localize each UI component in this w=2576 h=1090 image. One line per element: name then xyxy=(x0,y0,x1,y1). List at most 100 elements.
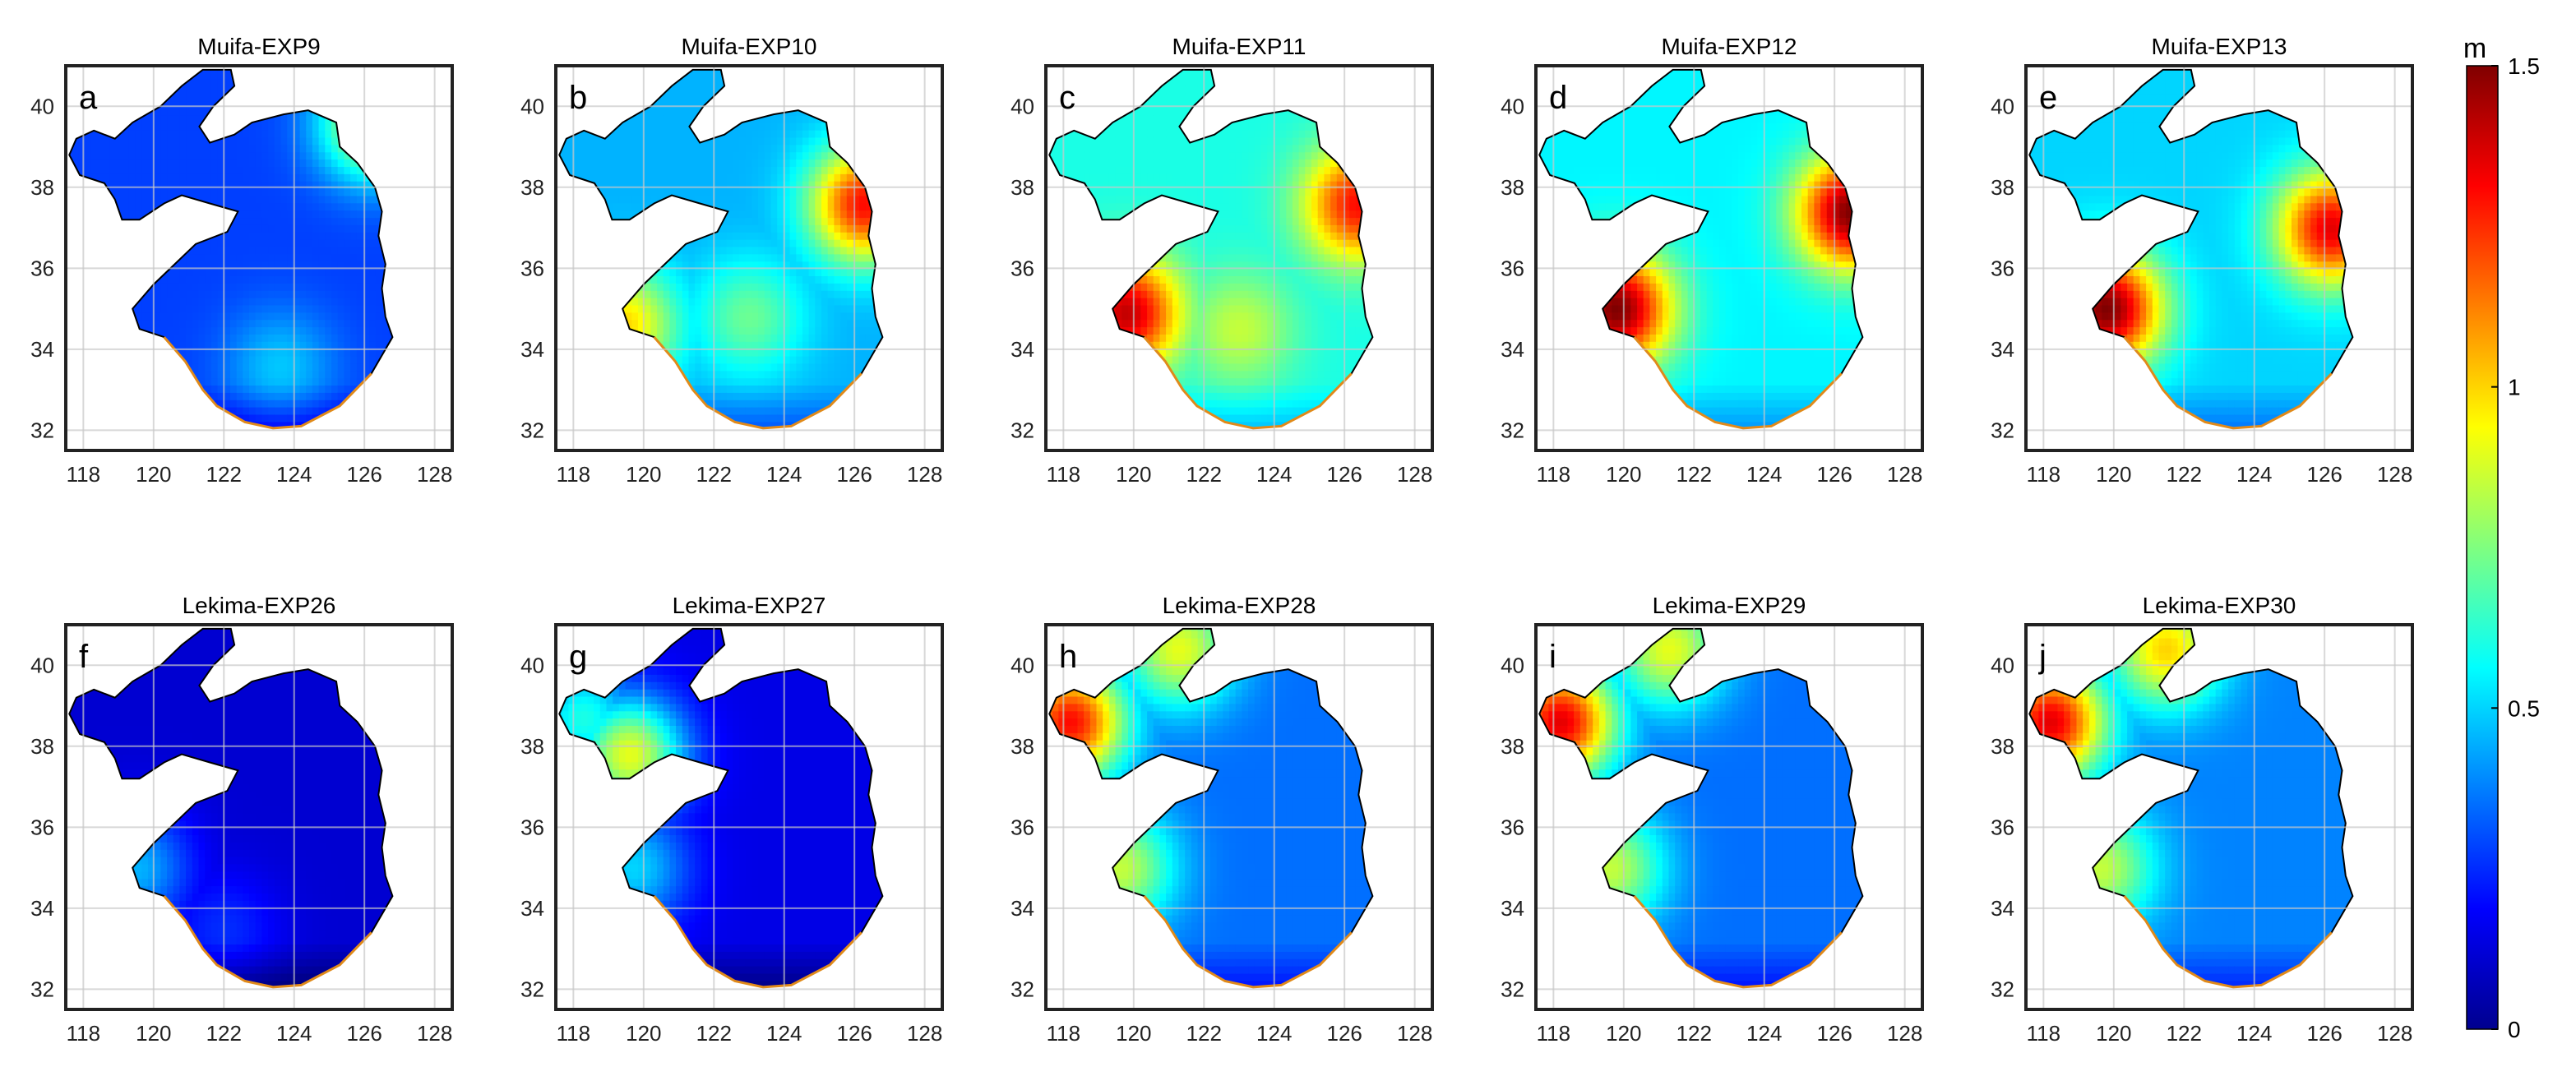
panel-title: Lekima-EXP26 xyxy=(183,593,336,618)
x-tick-label: 124 xyxy=(1256,1021,1292,1046)
x-tick-label: 118 xyxy=(2027,462,2060,487)
y-tick-label: 40 xyxy=(1011,653,1034,677)
colorbar: m 1.5 1 0.5 0 xyxy=(2463,33,2540,1042)
y-tick-label: 34 xyxy=(1501,337,1524,362)
panel-letter: f xyxy=(79,639,89,675)
x-tick-label: 120 xyxy=(136,462,171,487)
panel-title: Lekima-EXP29 xyxy=(1653,593,1806,618)
y-tick-label: 32 xyxy=(520,418,544,442)
grid-lines xyxy=(1536,625,1922,1009)
x-tick-label: 124 xyxy=(276,462,312,487)
x-tick-label: 128 xyxy=(2377,462,2412,487)
y-tick-label: 36 xyxy=(1011,815,1034,839)
y-tick-label: 40 xyxy=(1501,653,1524,677)
x-tick-label: 118 xyxy=(557,1021,590,1046)
y-tick-label: 34 xyxy=(520,896,544,921)
y-tick-label: 34 xyxy=(30,896,54,921)
panel-frame xyxy=(1044,64,1434,452)
x-tick-label: 118 xyxy=(1047,1021,1080,1046)
y-tick-label: 38 xyxy=(1991,175,2014,200)
x-tick-label: 120 xyxy=(626,462,661,487)
y-tick-label: 40 xyxy=(1991,94,2014,118)
x-tick-label: 128 xyxy=(1397,462,1432,487)
panel-letter: e xyxy=(2039,80,2057,116)
x-tick-label: 118 xyxy=(67,1021,100,1046)
panel-title: Lekima-EXP27 xyxy=(673,593,826,618)
y-tick-label: 38 xyxy=(1501,734,1524,759)
y-tick-label: 36 xyxy=(520,815,544,839)
x-tick-label: 126 xyxy=(836,1021,872,1046)
panel-frame xyxy=(1534,64,1924,452)
y-tick-label: 38 xyxy=(1011,734,1034,759)
y-tick-label: 32 xyxy=(1501,418,1524,442)
x-tick-label: 128 xyxy=(907,1021,942,1046)
x-tick-label: 128 xyxy=(907,462,942,487)
open-boundary xyxy=(163,895,372,989)
map-panel-j: 118 120 122 124 126 128 32 34 36 38 40 Lekima-EXP30… xyxy=(1991,593,2414,1046)
panel-frame xyxy=(2024,64,2414,452)
map-panel-e: 118 120 122 124 126 128 32 34 36 38 40 Muifa-EXP13 e xyxy=(1991,34,2414,487)
x-tick-label: 128 xyxy=(2377,1021,2412,1046)
y-tick-label: 34 xyxy=(1011,337,1034,362)
grid-lines xyxy=(2026,66,2412,450)
x-tick-label: 124 xyxy=(2236,462,2272,487)
panel-frame xyxy=(2024,623,2414,1011)
open-boundary xyxy=(653,895,863,989)
x-tick-label: 124 xyxy=(2236,1021,2272,1046)
x-tick-label: 120 xyxy=(2096,462,2131,487)
y-tick-label: 34 xyxy=(520,337,544,362)
x-tick-label: 126 xyxy=(1326,462,1362,487)
x-tick-label: 120 xyxy=(1606,1021,1641,1046)
y-tick-label: 36 xyxy=(30,815,54,839)
map-panel-g: 118 120 122 124 126 128 32 34 36 38 40 Lekima-EXP27… xyxy=(520,593,944,1046)
panel-frame xyxy=(64,64,454,452)
x-tick-label: 126 xyxy=(346,1021,382,1046)
x-tick-label: 122 xyxy=(206,1021,242,1046)
y-tick-label: 40 xyxy=(520,653,544,677)
x-tick-label: 126 xyxy=(836,462,872,487)
map-panel-f: 118 120 122 124 126 128 32 34 36 38 40 Lekima-EXP26… xyxy=(30,593,454,1046)
open-boundary xyxy=(2123,895,2333,989)
x-tick-label: 126 xyxy=(1326,1021,1362,1046)
x-tick-label: 128 xyxy=(1397,1021,1432,1046)
x-tick-label: 118 xyxy=(1537,462,1570,487)
panel-letter: a xyxy=(79,80,98,116)
y-tick-label: 34 xyxy=(1991,896,2014,921)
y-tick-label: 32 xyxy=(1011,418,1034,442)
x-tick-label: 120 xyxy=(1606,462,1641,487)
x-tick-label: 128 xyxy=(1887,462,1922,487)
panel-letter: b xyxy=(569,80,587,116)
panel-title: Muifa-EXP9 xyxy=(197,34,320,59)
panel-letter: i xyxy=(1549,639,1556,675)
map-panel-a: 118 120 122 124 126 128 32 34 36 38 40 Muifa-EXP9 a xyxy=(30,34,454,487)
x-tick-label: 118 xyxy=(2027,1021,2060,1046)
y-tick-label: 32 xyxy=(1501,977,1524,1001)
x-tick-label: 122 xyxy=(696,1021,732,1046)
x-tick-label: 118 xyxy=(1537,1021,1570,1046)
x-tick-label: 126 xyxy=(346,462,382,487)
y-tick-label: 40 xyxy=(1011,94,1034,118)
panel-title: Lekima-EXP28 xyxy=(1163,593,1316,618)
panel-letter: j xyxy=(2038,639,2046,675)
grid-lines xyxy=(2026,625,2412,1009)
x-tick-label: 122 xyxy=(696,462,732,487)
colorbar-tick-label: 1 xyxy=(2508,375,2521,400)
x-tick-label: 120 xyxy=(136,1021,171,1046)
y-tick-label: 38 xyxy=(520,175,544,200)
open-boundary xyxy=(1143,336,1353,430)
panel-title: Muifa-EXP13 xyxy=(2152,34,2287,59)
y-tick-label: 32 xyxy=(520,977,544,1001)
x-tick-label: 118 xyxy=(67,462,100,487)
x-tick-label: 128 xyxy=(1887,1021,1922,1046)
x-tick-label: 122 xyxy=(206,462,242,487)
y-tick-label: 38 xyxy=(1501,175,1524,200)
y-tick-label: 40 xyxy=(1501,94,1524,118)
x-tick-label: 126 xyxy=(1816,1021,1852,1046)
x-tick-label: 122 xyxy=(1676,1021,1712,1046)
x-tick-label: 126 xyxy=(2306,1021,2342,1046)
panel-frame xyxy=(1534,623,1924,1011)
x-tick-label: 122 xyxy=(2167,1021,2202,1046)
y-tick-label: 38 xyxy=(30,175,54,200)
x-tick-label: 118 xyxy=(557,462,590,487)
